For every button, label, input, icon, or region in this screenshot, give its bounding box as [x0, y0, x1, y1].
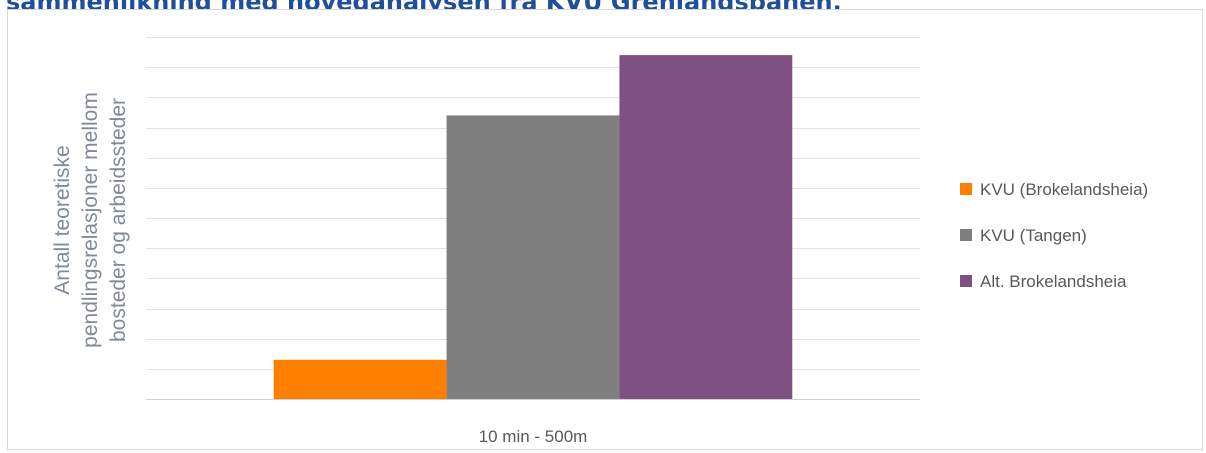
legend-swatch	[960, 275, 972, 287]
bar-alt-brokelandsheia	[619, 55, 793, 399]
y-axis-label: Antall teoretiske pendlingsrelasjoner mel…	[51, 92, 130, 348]
legend-label: KVU (Brokelandsheia)	[980, 180, 1148, 199]
y-axis-label-line: bosteder og arbeidssteder	[107, 98, 130, 342]
legend-label: KVU (Tangen)	[980, 226, 1087, 245]
y-axis-label-line: pendlingsrelasjoner mellom	[79, 92, 102, 348]
y-axis-label-line: Antall teoretiske	[51, 145, 74, 294]
bars	[273, 55, 793, 399]
legend-swatch	[960, 183, 972, 195]
bar-kvu-brokelandsheia	[273, 359, 447, 399]
bar-kvu-tangen	[446, 115, 620, 399]
legend-label: Alt. Brokelandsheia	[980, 272, 1127, 291]
legend: KVU (Brokelandsheia) KVU (Tangen) Alt. Bro…	[960, 180, 1148, 291]
x-axis: 10 min - 500m	[479, 427, 588, 446]
legend-swatch	[960, 229, 972, 241]
x-tick-label: 10 min - 500m	[479, 427, 588, 446]
